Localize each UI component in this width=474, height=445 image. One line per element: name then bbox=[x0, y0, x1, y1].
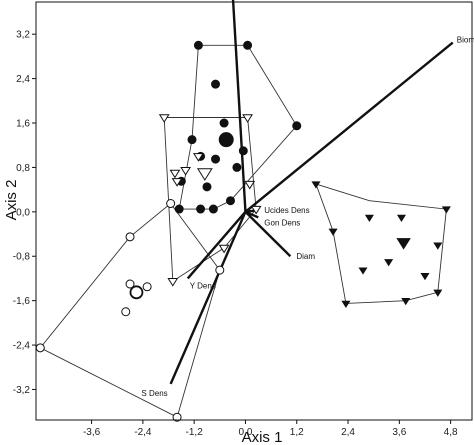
open-circle-point bbox=[172, 412, 182, 422]
x-tick-label: 3,6 bbox=[392, 427, 406, 438]
vector-label: Diam bbox=[296, 252, 315, 261]
x-tick-label: 2,4 bbox=[341, 427, 355, 438]
filled-circle-point bbox=[219, 118, 229, 128]
x-tick-label: -2,4 bbox=[134, 427, 152, 438]
vector-line bbox=[231, 0, 247, 212]
open-triangle-point bbox=[193, 153, 204, 162]
filled-triangle-point bbox=[401, 297, 411, 306]
open-triangle-point bbox=[250, 205, 262, 215]
plot-frame bbox=[35, 1, 473, 421]
filled-triangle-point bbox=[396, 238, 411, 250]
y-axis-title: Axis 2 bbox=[3, 180, 20, 221]
filled-circle-point bbox=[202, 182, 212, 192]
filled-circle-point bbox=[243, 40, 253, 50]
vector-label: S Dens bbox=[141, 389, 167, 398]
vector-label: Gon Dens bbox=[264, 218, 300, 227]
y-tick-label: -3,2 bbox=[13, 385, 31, 396]
filled-circle-point bbox=[232, 162, 242, 172]
filled-circle-point bbox=[187, 135, 197, 145]
convex-hulls bbox=[39, 44, 447, 418]
open-triangle-point bbox=[180, 166, 192, 176]
x-tick-label: -1,2 bbox=[186, 427, 204, 438]
y-tick-label: 2,4 bbox=[16, 74, 30, 85]
open-triangle-point bbox=[171, 178, 183, 187]
x-tick-label: 4,8 bbox=[444, 427, 458, 438]
filled-triangle-point bbox=[441, 206, 451, 214]
filled-triangle-point bbox=[384, 259, 394, 267]
filled-triangle-point bbox=[311, 181, 321, 189]
y-tick-label: -1,6 bbox=[13, 296, 31, 307]
axes-frame bbox=[35, 1, 473, 421]
open-circle-point bbox=[35, 343, 45, 353]
data-points bbox=[35, 40, 451, 422]
vector-line bbox=[169, 211, 247, 385]
filled-triangle-point bbox=[420, 272, 430, 281]
filled-triangle-point bbox=[433, 289, 443, 297]
filled-circle-point bbox=[211, 154, 221, 164]
group-hull bbox=[163, 117, 257, 283]
filled-circle-point bbox=[208, 204, 218, 214]
x-axis-title: Axis 1 bbox=[242, 429, 283, 445]
filled-circle-point bbox=[225, 196, 235, 206]
y-tick-label: 3,2 bbox=[16, 30, 30, 41]
vector-line bbox=[186, 211, 247, 280]
group-hull bbox=[39, 202, 221, 418]
filled-triangle-point bbox=[364, 214, 374, 222]
y-tick-label: 0,8 bbox=[16, 163, 30, 174]
open-circle-point bbox=[129, 285, 144, 300]
y-tick-label: 1,6 bbox=[16, 119, 30, 130]
open-circle-point bbox=[142, 282, 152, 292]
open-triangle-point bbox=[244, 180, 256, 190]
filled-triangle-point bbox=[328, 228, 338, 236]
vector-label: Biomass bbox=[457, 36, 474, 45]
x-tick-label: -3,6 bbox=[83, 427, 101, 438]
filled-triangle-point bbox=[396, 214, 406, 222]
open-triangle-point bbox=[158, 114, 170, 123]
filled-circle-point bbox=[193, 40, 203, 50]
filled-circle-point bbox=[211, 79, 221, 89]
filled-circle-point bbox=[292, 121, 302, 131]
vector-line bbox=[244, 41, 454, 213]
vector-label: Ucides Dens bbox=[264, 206, 309, 215]
filled-circle-point bbox=[196, 204, 206, 214]
y-tick-label: -0,8 bbox=[13, 252, 31, 263]
open-triangle-point bbox=[169, 169, 181, 179]
open-triangle-point bbox=[218, 244, 230, 254]
x-tick-label: 1,2 bbox=[290, 427, 304, 438]
vector-line bbox=[244, 210, 292, 258]
filled-triangle-point bbox=[433, 242, 443, 250]
group-hull bbox=[315, 183, 447, 304]
open-circle-point bbox=[125, 232, 135, 242]
y-tick-label: 0,0 bbox=[16, 207, 30, 218]
filled-triangle-point bbox=[358, 267, 368, 275]
filled-circle-point bbox=[174, 204, 184, 214]
group-hull bbox=[178, 44, 298, 210]
filled-circle-point bbox=[238, 146, 248, 156]
open-circle-point bbox=[125, 279, 135, 289]
open-triangle-point bbox=[167, 278, 179, 287]
open-circle-point bbox=[166, 199, 176, 209]
vector-label: Y Dens bbox=[190, 281, 216, 290]
filled-circle-point bbox=[218, 132, 234, 148]
x-tick-label: 0,0 bbox=[238, 427, 252, 438]
open-circle-point bbox=[121, 307, 131, 317]
open-triangle-point bbox=[196, 168, 213, 181]
y-tick-label: -2,4 bbox=[13, 341, 31, 352]
open-triangle-point bbox=[242, 114, 253, 123]
open-circle-point bbox=[215, 265, 225, 275]
filled-triangle-point bbox=[341, 300, 351, 308]
axis-ticks: -3,6 -2,4 -1,2 0,0 1,2 2,4 3,6 4,8 3,2 2,4 1,6 0,8 0… bbox=[13, 30, 458, 438]
